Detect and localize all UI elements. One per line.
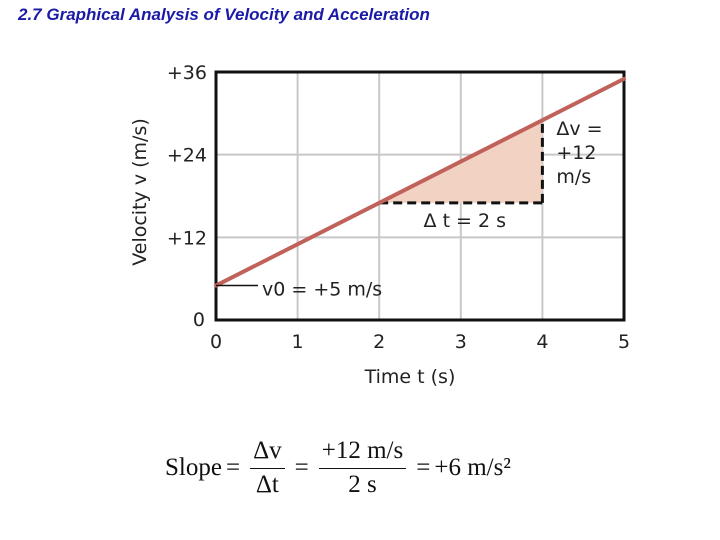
x-tick-label: 2 <box>373 331 385 353</box>
formula-equals-3: = <box>416 454 431 481</box>
formula-frac1-numerator: Δv <box>250 437 285 469</box>
y-tick-label: 0 <box>193 309 205 331</box>
formula-fraction-symbolic: Δv Δt <box>250 437 285 500</box>
slope-formula: Slope = Δv Δt = +12 m/s 2 s = +6 m/s² <box>165 428 565 508</box>
y-tick-label: +24 <box>167 145 207 167</box>
y-axis-label: Velocity v (m/s) <box>129 118 151 266</box>
delta-v-annotation-line: +12 <box>556 142 596 164</box>
formula-fraction-values: +12 m/s 2 s <box>318 437 407 500</box>
x-tick-label: 1 <box>292 331 304 353</box>
formula-lhs: Slope <box>165 454 222 481</box>
formula-frac1-denominator: Δt <box>255 470 279 498</box>
velocity-time-chart: 0 1 2 3 4 5 0 +12 +24 +36 Time t (s) Velocity v (m/… <box>129 62 630 388</box>
plot-frame <box>214 70 626 322</box>
x-tick-label: 5 <box>618 331 630 353</box>
v0-annotation: v0 = +5 m/s <box>262 279 382 301</box>
delta-v-annotation-line: Δv = <box>556 118 602 140</box>
formula-equals-1: = <box>225 454 241 481</box>
slide-title: 2.7 Graphical Analysis of Velocity and A… <box>18 5 430 24</box>
formula-result: +6 m/s² <box>434 454 511 481</box>
x-axis-label: Time t (s) <box>364 366 456 388</box>
formula-equals-2: = <box>294 454 309 481</box>
delta-v-annotation-line: m/s <box>556 166 591 188</box>
formula-frac2-numerator: +12 m/s <box>318 437 407 469</box>
y-tick-label: +36 <box>167 62 207 84</box>
formula-frac2-denominator: 2 s <box>348 470 377 498</box>
velocity-line <box>214 76 626 288</box>
x-tick-label: 3 <box>455 331 467 353</box>
delta-t-annotation: Δ t = 2 s <box>424 210 507 232</box>
y-tick-label: +12 <box>167 227 207 249</box>
x-tick-label: 0 <box>210 331 222 353</box>
x-tick-label: 4 <box>536 331 548 353</box>
